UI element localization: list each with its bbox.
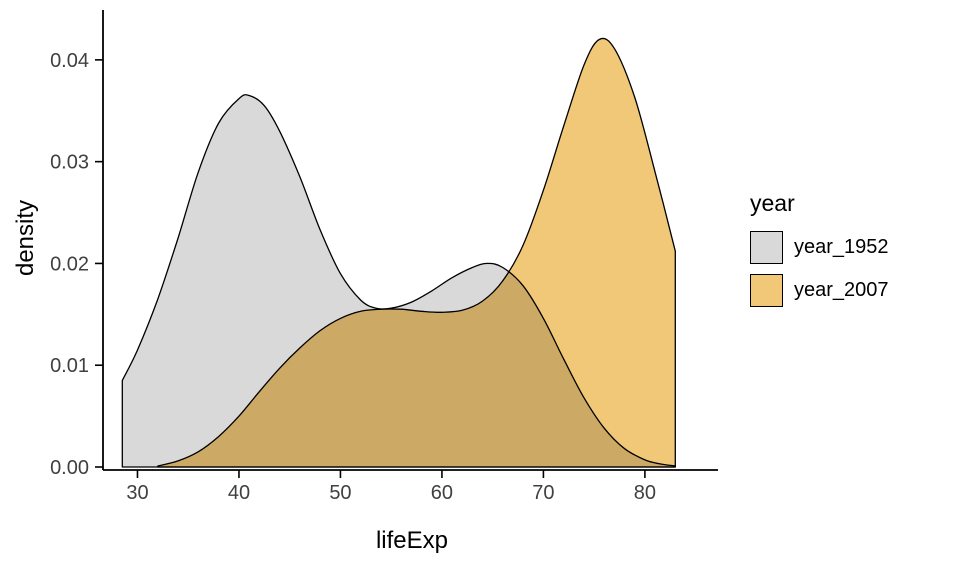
y-axis-title: density bbox=[12, 199, 39, 277]
legend-key-year-2007-swatch bbox=[750, 274, 783, 307]
legend-label-year-2007: year_2007 bbox=[794, 279, 889, 301]
legend-label-year-1952: year_1952 bbox=[794, 236, 889, 258]
legend-title: year bbox=[750, 190, 795, 216]
x-tick-label: 80 bbox=[634, 482, 656, 504]
y-tick-label: 0.00 bbox=[50, 457, 89, 479]
y-tick-label: 0.03 bbox=[50, 152, 89, 174]
x-tick-label: 60 bbox=[431, 482, 453, 504]
legend-item-year-2007: year_2007 bbox=[750, 274, 889, 307]
legend-key-year-1952-swatch bbox=[750, 231, 783, 264]
legend: year year_1952 year_2007 bbox=[750, 190, 889, 317]
y-tick-label: 0.01 bbox=[50, 355, 89, 377]
legend-item-year-1952: year_1952 bbox=[750, 231, 889, 264]
x-tick-label: 40 bbox=[228, 482, 250, 504]
x-tick-label: 50 bbox=[329, 482, 351, 504]
x-tick-label: 30 bbox=[126, 482, 148, 504]
y-tick-label: 0.02 bbox=[50, 253, 89, 275]
x-axis-title: lifeExp bbox=[375, 527, 449, 554]
density-area-year_2007 bbox=[157, 37, 676, 468]
y-tick-label: 0.04 bbox=[50, 50, 89, 72]
x-tick-label: 70 bbox=[532, 482, 554, 504]
